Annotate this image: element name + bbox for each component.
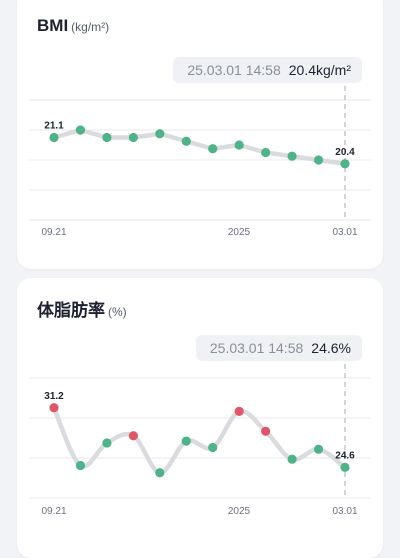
body-fat-x-tick-label: 03.01 — [332, 506, 357, 517]
body-fat-first-value-label: 31.2 — [44, 391, 64, 402]
body-fat-data-point — [75, 460, 86, 471]
bmi-data-point — [155, 129, 165, 139]
bmi-data-point — [102, 132, 112, 143]
bmi-tooltip-value: 20.4kg/m² — [288, 62, 351, 78]
body-fat-last-value-label: 24.6 — [335, 450, 355, 461]
body-fat-title-text: 体脂肪率 — [37, 301, 105, 320]
bmi-card[interactable]: BMI (kg/m²) 25.03.01 14:58 20.4kg/m² 21.1 2… — [17, 0, 383, 269]
body-fat-tooltip-timestamp: 25.03.01 14:58 — [209, 340, 304, 356]
bmi-x-tick-label: 09.21 — [41, 227, 66, 238]
bmi-data-point — [128, 132, 138, 143]
bmi-title: BMI (kg/m²) — [37, 16, 109, 36]
bmi-x-tick-label: 2025 — [228, 227, 251, 238]
bmi-title-text: BMI — [37, 16, 69, 35]
body-fat-data-point — [234, 406, 244, 416]
body-fat-chart[interactable]: 31.2 24.6 09.21 2025 03.01 — [17, 278, 383, 558]
body-fat-data-point — [261, 426, 271, 436]
bmi-first-value-label: 21.1 — [44, 121, 64, 132]
body-fat-data-point — [181, 436, 191, 446]
body-fat-data-point — [313, 444, 324, 454]
body-fat-unit: (%) — [108, 305, 127, 319]
bmi-tooltip: 25.03.01 14:58 20.4kg/m² — [173, 57, 362, 83]
body-fat-data-point — [208, 442, 218, 453]
bmi-data-point — [49, 132, 59, 143]
body-fat-data-point — [340, 462, 350, 472]
bmi-x-tick-label: 03.01 — [332, 227, 357, 238]
body-fat-title: 体脂肪率 (%) — [37, 296, 127, 321]
body-fat-data-point — [128, 431, 138, 441]
bmi-data-point — [208, 144, 218, 154]
body-fat-x-tick-label: 2025 — [228, 506, 251, 517]
bmi-data-point — [181, 136, 191, 146]
bmi-data-point — [313, 155, 324, 165]
body-fat-x-tick-label: 09.21 — [41, 506, 66, 517]
bmi-tooltip-timestamp: 25.03.01 14:58 — [187, 62, 281, 78]
body-fat-data-point — [102, 438, 112, 448]
bmi-last-value-label: 20.4 — [335, 147, 355, 158]
body-fat-data-point — [287, 454, 297, 464]
body-fat-card[interactable]: 体脂肪率 (%) 25.03.01 14:58 24.6% 31.2 24.6 09.2… — [17, 278, 383, 558]
body-fat-data-point — [155, 468, 165, 478]
bmi-data-point — [75, 125, 86, 135]
body-fat-tooltip-value: 24.6% — [311, 340, 351, 356]
bmi-data-point — [234, 140, 244, 150]
bmi-series-line — [51, 127, 348, 166]
bmi-chart[interactable]: 21.1 20.4 09.21 2025 03.01 — [17, 0, 383, 269]
bmi-data-point — [287, 151, 297, 161]
bmi-unit: (kg/m²) — [71, 20, 110, 34]
body-fat-data-point — [49, 403, 59, 413]
body-fat-tooltip: 25.03.01 14:58 24.6% — [195, 335, 362, 361]
bmi-data-point — [261, 147, 271, 158]
bmi-data-point — [340, 159, 350, 169]
